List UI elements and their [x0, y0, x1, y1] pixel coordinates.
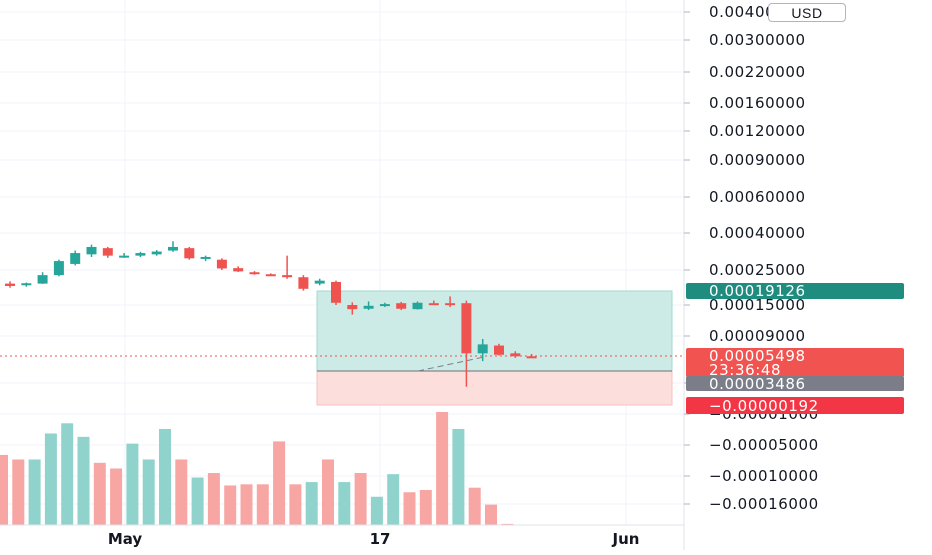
candle-body[interactable] [477, 344, 488, 354]
candle-body[interactable] [445, 303, 456, 306]
price-axis-label: 0.00060000 [709, 188, 806, 206]
current-price-tag[interactable] [686, 348, 904, 377]
current-price-tag-text: 23:36:48 [709, 361, 781, 379]
candle-body[interactable] [184, 248, 195, 259]
volume-bar [273, 441, 286, 525]
volume-bar [338, 482, 351, 525]
volume-bar [256, 484, 269, 525]
price-axis-label: 0.00015000 [709, 296, 806, 314]
volume-bar [501, 523, 514, 525]
volume-bar [289, 484, 302, 525]
candle-body[interactable] [510, 353, 521, 357]
candle-body[interactable] [265, 274, 276, 277]
candle-body[interactable] [282, 275, 293, 278]
currency-selector[interactable]: USD [768, 3, 846, 22]
profit-zone[interactable] [316, 290, 673, 372]
candle-body[interactable] [412, 302, 423, 310]
volume-bar [436, 412, 449, 525]
volume-bar [240, 484, 253, 525]
price-axis-label: 0.00040000 [709, 224, 806, 242]
volume-bar [403, 492, 416, 525]
price-axis-label: 0.00090000 [709, 151, 806, 169]
candle-body[interactable] [526, 356, 537, 359]
volume-bar [61, 423, 74, 525]
candle-body[interactable] [70, 253, 81, 264]
volume-bar [93, 462, 106, 525]
volume-bar [224, 485, 237, 525]
candle-body[interactable] [135, 253, 146, 256]
candle-body[interactable] [86, 246, 97, 255]
volume-bar [322, 459, 334, 525]
volume-bar [305, 482, 318, 525]
candle-body[interactable] [151, 251, 162, 255]
volume-bar [142, 459, 155, 525]
price-axis-label: 0.00300000 [709, 31, 806, 49]
volume-bar [354, 473, 367, 525]
candle-body[interactable] [216, 259, 227, 269]
volume-bar [207, 473, 220, 525]
candle-body[interactable] [102, 248, 113, 256]
candle-body[interactable] [494, 345, 504, 355]
time-axis-label: May [108, 530, 143, 548]
candle-body[interactable] [21, 283, 32, 286]
take-profit-tag[interactable] [686, 283, 904, 299]
price-axis-label: 0.00025000 [709, 261, 806, 279]
volume-bar [452, 428, 465, 525]
volume-bar [0, 454, 8, 525]
candle-body[interactable] [233, 268, 244, 272]
volume-bar [159, 428, 171, 525]
entry-price-tag-text: 0.00003486 [709, 375, 806, 393]
time-axis-label: Jun [612, 530, 640, 548]
volume-bar [12, 459, 25, 525]
volume-bar [370, 496, 383, 525]
volume-bar [387, 474, 400, 525]
candle-body[interactable] [200, 256, 211, 259]
current-price-tag-text: 0.00005498 [709, 347, 806, 365]
candle-body[interactable] [396, 303, 407, 309]
loss-zone[interactable] [316, 370, 673, 406]
entry-price-tag[interactable] [686, 376, 904, 391]
stop-loss-tag-text: −0.00000192 [709, 397, 819, 415]
price-axis-label: −0.00016000 [709, 495, 819, 513]
candle-body[interactable] [168, 246, 178, 251]
volume-bar [485, 504, 497, 525]
volume-bar [175, 459, 188, 525]
candle-body[interactable] [379, 304, 390, 307]
time-axis-label: 17 [370, 530, 391, 548]
price-axis-label: 0.00220000 [709, 63, 806, 81]
candle-body[interactable] [249, 272, 260, 275]
candle-body[interactable] [331, 281, 341, 303]
volume-bar [28, 459, 41, 525]
volume-bar [110, 468, 123, 525]
take-profit-tag-text: 0.00019126 [709, 282, 806, 300]
candle-body[interactable] [53, 261, 64, 276]
stop-loss-tag[interactable] [686, 397, 904, 414]
candle-body[interactable] [428, 303, 439, 306]
volume-bar [419, 489, 432, 525]
candle-body[interactable] [314, 280, 325, 284]
volume-bar [44, 433, 57, 525]
price-axis-label: 0.00009000 [709, 327, 806, 345]
volume-bar [77, 436, 90, 525]
projection-line [417, 356, 485, 372]
volume-bar [126, 443, 139, 525]
candle-body[interactable] [347, 305, 358, 310]
candle-body[interactable] [5, 283, 15, 286]
candle-body[interactable] [119, 255, 130, 258]
price-axis-label: 0.00160000 [709, 94, 806, 112]
candle-body[interactable] [363, 305, 374, 309]
price-axis-label: −0.00005000 [709, 436, 819, 454]
candle-body[interactable] [298, 277, 309, 289]
price-axis-label: −0.00010000 [709, 467, 819, 485]
candle-body[interactable] [37, 275, 48, 284]
candle-body[interactable] [461, 303, 472, 354]
volume-bar [191, 477, 204, 525]
price-axis-label: 0.00120000 [709, 122, 806, 140]
volume-bar [468, 487, 481, 525]
